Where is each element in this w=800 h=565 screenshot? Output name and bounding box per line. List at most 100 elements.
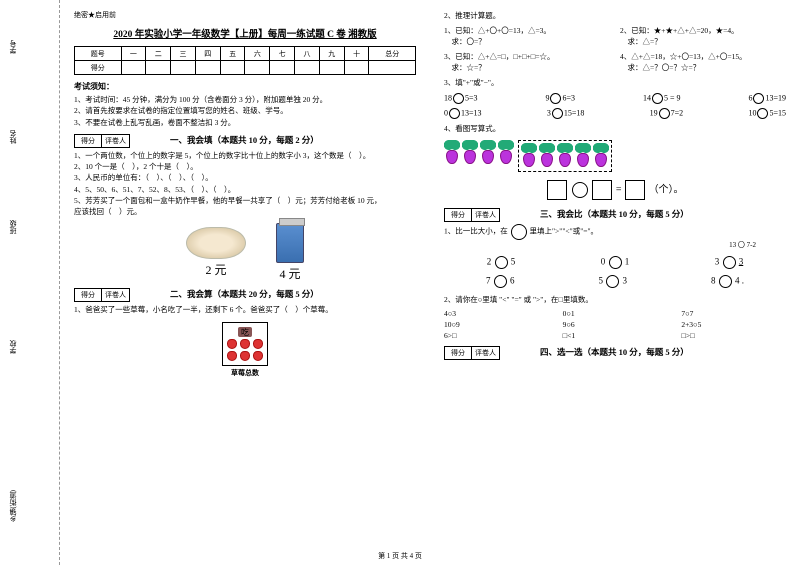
grader-cell: 评卷人 — [102, 134, 130, 148]
bread-block: 2 元 — [186, 227, 246, 278]
eat-label: 吃 — [238, 327, 252, 337]
th: 二 — [146, 47, 171, 61]
section-4-title: 四、选一选（本题共 10 分，每题 5 分） — [540, 346, 689, 360]
blank-circle — [753, 93, 764, 104]
section-3-title: 三、我会比（本题共 10 分，每题 5 分） — [540, 208, 689, 222]
th: 一 — [121, 47, 146, 61]
grid-item: 4、△+△=18，☆+〇=13，△+〇=15。 求：△=？〇=？☆=？ — [620, 51, 786, 73]
th: 九 — [319, 47, 344, 61]
blank-circle — [552, 108, 563, 119]
th: 三 — [171, 47, 196, 61]
cell: □>□ — [681, 331, 786, 340]
strawberry-frame: 吃 — [222, 322, 268, 366]
binding-label: 姓名 — [8, 130, 18, 144]
eq-tail: （个）。 — [649, 184, 684, 195]
blank-circle — [659, 108, 670, 119]
q-text: 应该找回（ ）元。 — [74, 206, 416, 217]
grid-item: 1、已知：△+〇+〇=13，△=3。 求：〇=？ — [444, 25, 610, 47]
milk-block: 4 元 — [276, 223, 304, 282]
score-cell: 得分 — [444, 208, 472, 222]
blank-circle — [757, 108, 768, 119]
binding-label: 学号 — [8, 40, 18, 54]
cell: 10○9 — [444, 320, 549, 329]
th: 七 — [270, 47, 295, 61]
txt: 1、比一比大小，在 — [444, 226, 508, 235]
content-columns: 绝密★启用前 2020 年实验小学一年级数学【上册】每周一练试题 C 卷 湘教版… — [60, 0, 800, 565]
binding-label: 班级 — [8, 220, 18, 234]
q-text: 1、一个两位数，个位上的数字是 5，个位上的数字比十位上的数字小 3，这个数是（… — [74, 150, 416, 161]
th: 总分 — [369, 47, 416, 61]
strawberry-label: 草莓总数 — [200, 368, 290, 378]
q-text: 3、填"+"或"−"。 — [444, 77, 786, 88]
compare-row: 7 6 5 3 8 4 . — [444, 275, 786, 288]
th: 题号 — [75, 47, 122, 61]
q-text: 3、人民币的单位有：（ ）、（ ）、（ ）。 — [74, 172, 416, 183]
grid-item: 3、已知：△+△=□，□+□+□=☆。 求：☆=？ — [444, 51, 610, 73]
score-box: 得分 评卷人 四、选一选（本题共 10 分，每题 5 分） — [444, 346, 786, 360]
page-footer: 第 1 页 共 4 页 — [0, 551, 800, 561]
milk-price: 4 元 — [276, 265, 304, 282]
fill-row: 013=13 315=18 197=2 105=15 — [444, 108, 786, 119]
td: 得分 — [75, 61, 122, 75]
strawberry-figure: 吃 草莓总数 — [200, 322, 290, 378]
th: 四 — [195, 47, 220, 61]
grid-item: 2、已知：★+★+△+△=20，★=4。 求：△=？ — [620, 25, 786, 47]
cell: 6>□ — [444, 331, 549, 340]
cell: 4○3 — [444, 309, 549, 318]
blank-square — [625, 180, 645, 200]
blank-circle — [572, 182, 588, 198]
logic-grid: 1、已知：△+〇+〇=13，△=3。 求：〇=？ 2、已知：★+★+△+△=20… — [444, 25, 786, 73]
cell: 9○6 — [563, 320, 668, 329]
table-row: 题号 一 二 三 四 五 六 七 八 九 十 总分 — [75, 47, 416, 61]
blank-circle — [550, 93, 561, 104]
q-text: 5、芳芳买了一个面包和一盒牛奶作早餐，他的早餐一共享了（ ）元；芳芳付给老板 1… — [74, 195, 416, 206]
score-box: 得分 评卷人 三、我会比（本题共 10 分，每题 5 分） — [444, 208, 786, 222]
cell: 7○7 — [681, 309, 786, 318]
blank-circle — [449, 108, 460, 119]
blank-square — [547, 180, 567, 200]
score-box: 得分 评卷人 二、我会算（本题共 20 分，每题 5 分） — [74, 288, 416, 302]
grader-cell: 评卷人 — [102, 288, 130, 302]
notice-item: 3、不要在试卷上乱写乱画，卷面不整洁扣 3 分。 — [74, 117, 416, 128]
milk-icon — [276, 223, 304, 263]
q-text: 2、请你在○里填 "<" "=" 或 ">"，在□里填数。 — [444, 294, 786, 305]
binding-label: 乡镇(街道) — [8, 490, 18, 523]
blank-square — [592, 180, 612, 200]
cell: 0○1 — [563, 309, 668, 318]
bread-price: 2 元 — [186, 261, 246, 278]
blank-circle — [453, 93, 464, 104]
section-1-title: 一、我会填（本题共 10 分，每题 2 分） — [170, 134, 319, 148]
q-text: 2、10 个一是（ ），2 个十是（ ）。 — [74, 161, 416, 172]
notice-item: 2、请首先按要求在试卷的指定位置填写您的姓名、班级、学号。 — [74, 105, 416, 116]
item-images: 2 元 4 元 — [74, 223, 416, 282]
notice-heading: 考试须知： — [74, 81, 416, 92]
th: 六 — [245, 47, 270, 61]
blank-circle — [511, 224, 527, 240]
grader-cell: 评卷人 — [472, 208, 500, 222]
exam-title: 2020 年实验小学一年级数学【上册】每周一练试题 C 卷 湘教版 — [74, 26, 416, 40]
notice-item: 1、考试时间：45 分钟，满分为 100 分（含卷面分 3 分），附加题单独 2… — [74, 94, 416, 105]
equation-row: = （个）。 — [444, 180, 786, 200]
grader-cell: 评卷人 — [472, 346, 500, 360]
bread-icon — [186, 227, 246, 259]
score-box: 得分 评卷人 一、我会填（本题共 10 分，每题 2 分） — [74, 134, 416, 148]
th: 十 — [344, 47, 369, 61]
page: 学号 姓名 班级 学校 乡镇(街道) 绝密★启用前 2020 年实验小学一年级数… — [0, 0, 800, 565]
radish-group — [444, 140, 514, 172]
q-text: 1、比一比大小，在 里填上">""<"或"="。 — [444, 224, 786, 240]
right-column: 2、推理计算题。 1、已知：△+〇+〇=13，△=3。 求：〇=？ 2、已知：★… — [430, 0, 800, 565]
q-text: 2、推理计算题。 — [444, 10, 786, 21]
score-table: 题号 一 二 三 四 五 六 七 八 九 十 总分 得分 — [74, 46, 416, 75]
secret-label: 绝密★启用前 — [74, 10, 416, 20]
section-2-title: 二、我会算（本题共 20 分，每题 5 分） — [170, 288, 319, 302]
fill-row: 185=3 96=3 145 = 9 613=19 — [444, 93, 786, 104]
q-text: 1、爸爸买了一些草莓，小名吃了一半，还剩下 6 个。爸爸买了（ ）个草莓。 — [74, 304, 416, 315]
blank-circle — [652, 93, 663, 104]
compare-row: 2 5 0 1 3 3 — [444, 256, 786, 269]
binding-margin: 学号 姓名 班级 学校 乡镇(街道) — [0, 0, 60, 565]
score-cell: 得分 — [74, 288, 102, 302]
cell: 2+3○5 — [681, 320, 786, 329]
th: 五 — [220, 47, 245, 61]
th: 八 — [295, 47, 320, 61]
score-cell: 得分 — [74, 134, 102, 148]
